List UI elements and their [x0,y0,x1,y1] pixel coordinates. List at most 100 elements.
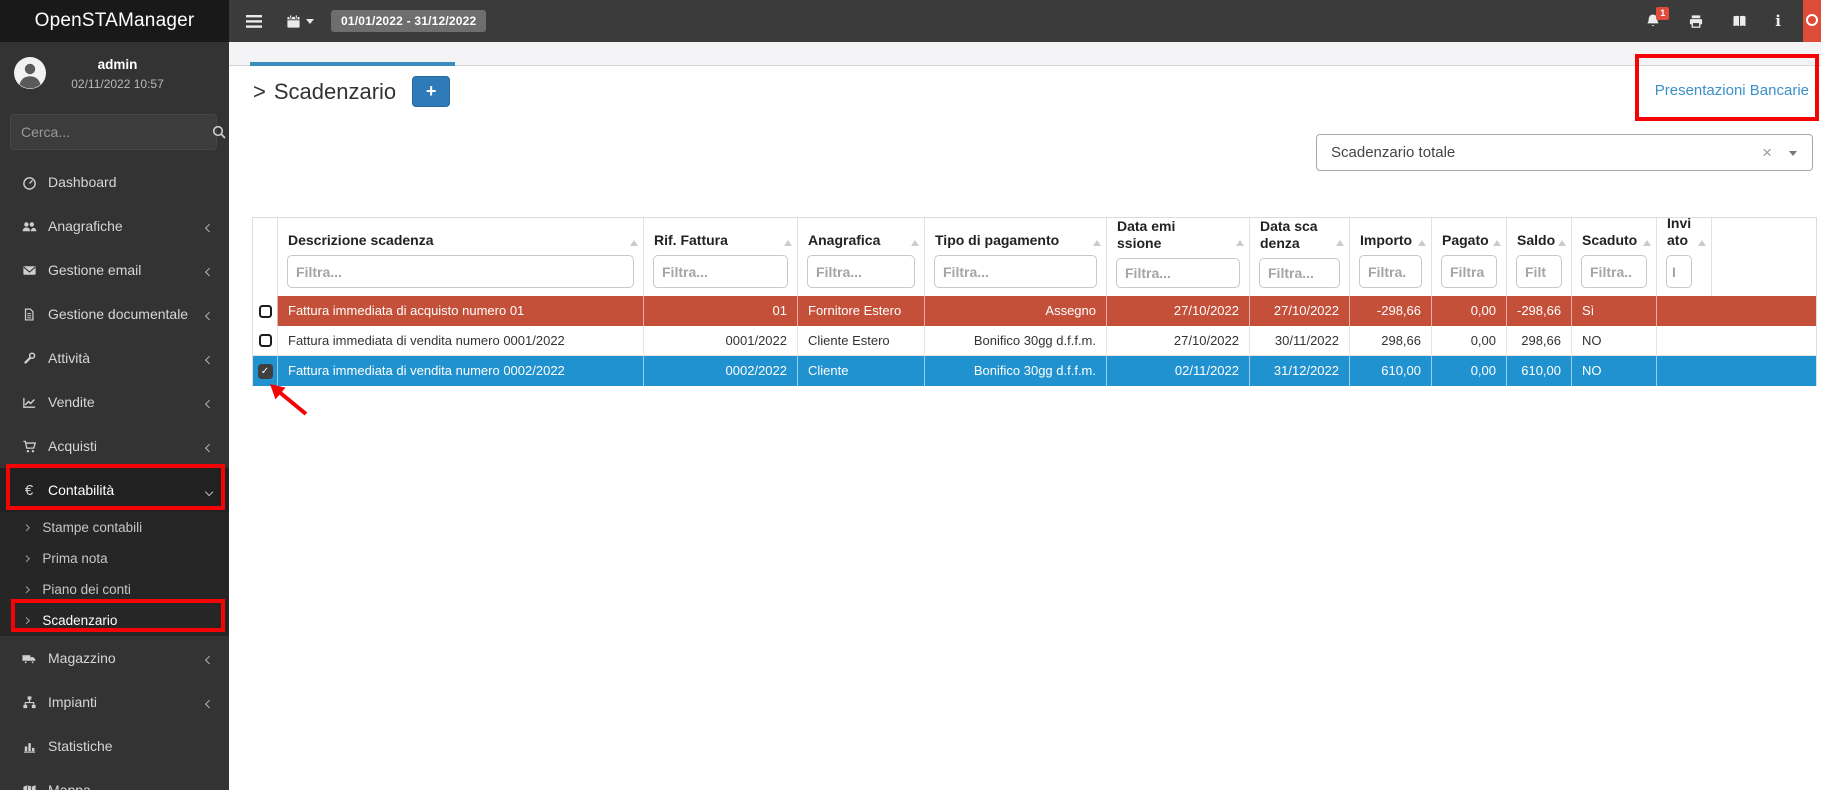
filter-input-anagrafica[interactable] [807,255,915,288]
sort-icon[interactable] [1336,240,1344,246]
sort-icon[interactable] [911,240,919,246]
column-header-descrizione[interactable]: Descrizione scadenza [277,218,643,296]
clear-icon[interactable]: × [1762,143,1772,162]
sidebar-item-gestione-documentale[interactable]: Gestione documentale [0,292,229,336]
cell-scaduto: NO [1571,326,1656,355]
content-card [229,66,1821,790]
sort-icon[interactable] [1643,240,1651,246]
cell-importo: -298,66 [1349,296,1431,326]
cell-anagrafica: Fornitore Estero [797,296,924,326]
sidebar-item-label: Contabilità [48,482,115,498]
sidebar-subitem-piano-dei-conti[interactable]: Piano dei conti [0,574,229,605]
sidebar-subitem-stampe-contabili[interactable]: Stampe contabili [0,512,229,543]
column-header-tipo-pagamento[interactable]: Tipo di pagamento [924,218,1106,296]
cell-inviato [1656,296,1711,326]
sidebar: OpenSTAManager admin 02/11/2022 10:57 [0,0,229,790]
sidebar-item-attivita[interactable]: Attività [0,336,229,380]
sidebar-item-statistiche[interactable]: Statistiche [0,724,229,768]
filter-input-tipo-pagamento[interactable] [934,255,1097,288]
sort-icon[interactable] [784,240,792,246]
sort-icon[interactable] [1093,240,1101,246]
cell-tipo-pagamento: Bonifico 30gg d.f.f.m. [924,356,1106,386]
date-range-badge[interactable]: 01/01/2022 - 31/12/2022 [331,10,487,32]
filter-input-inviato[interactable] [1666,255,1692,288]
search-icon[interactable] [212,125,226,139]
sort-icon[interactable] [1493,240,1501,246]
column-header-inviato[interactable]: Inviato [1656,215,1711,296]
cell-saldo: -298,66 [1506,296,1571,326]
filter-input-descrizione[interactable] [287,255,634,288]
sort-icon[interactable] [1558,240,1566,246]
logout-button[interactable] [1803,0,1821,42]
row-checkbox[interactable] [258,304,272,318]
filter-input-pagato[interactable] [1441,255,1497,288]
cell-data-emissione: 27/10/2022 [1106,326,1249,355]
filter-input-data-emissione[interactable] [1116,258,1240,288]
view-select[interactable]: Scadenzario totale × [1316,134,1813,171]
filter-input-data-scadenza[interactable] [1259,258,1340,288]
notifications-button[interactable]: 1 [1645,6,1670,30]
docs-button[interactable] [1731,14,1748,29]
chevron-right-icon [22,616,31,625]
column-header-data-emissione[interactable]: Data emissione [1106,218,1249,296]
column-header-data-scadenza[interactable]: Data scadenza [1249,218,1349,296]
sort-icon[interactable] [1236,240,1244,246]
users-icon [20,219,38,234]
cell-anagrafica: Cliente Estero [797,326,924,355]
column-header-scaduto[interactable]: Scaduto [1571,218,1656,296]
sidebar-search[interactable] [10,114,226,150]
table-row-3[interactable]: ✓ Fattura immediata di vendita numero 00… [253,356,1816,386]
column-header-importo[interactable]: Importo [1349,218,1431,296]
sidebar-subitem-scadenzario[interactable]: Scadenzario [0,605,229,636]
sort-icon[interactable] [1698,240,1706,246]
sidebar-item-acquisti[interactable]: Acquisti [0,424,229,468]
filter-input-rif-fattura[interactable] [653,255,788,288]
chevron-left-icon [204,223,214,233]
cell-pagato: 0,00 [1431,356,1506,386]
sidebar-item-vendite[interactable]: Vendite [0,380,229,424]
sort-icon[interactable] [1418,240,1426,246]
sidebar-item-mappa[interactable]: Mappa [0,768,229,790]
chevron-down-icon [204,487,214,497]
sidebar-item-gestione-email[interactable]: Gestione email [0,248,229,292]
chart-line-icon [20,395,38,410]
table-row-1[interactable]: Fattura immediata di acquisto numero 01 … [253,296,1816,326]
filter-input-scaduto[interactable] [1581,255,1647,288]
chevron-left-icon [204,699,214,709]
table-row-2[interactable]: Fattura immediata di vendita numero 0001… [253,326,1816,356]
sidebar-item-magazzino[interactable]: Magazzino [0,636,229,680]
hamburger-menu-icon[interactable] [246,14,262,28]
column-header-rif-fattura[interactable]: Rif. Fattura [643,218,797,296]
sidebar-item-impianti[interactable]: Impianti [0,680,229,724]
row-checkbox-checked[interactable]: ✓ [257,363,273,379]
sidebar-item-anagrafiche[interactable]: Anagrafiche [0,204,229,248]
column-header-pagato[interactable]: Pagato [1431,218,1506,296]
sidebar-subitem-prima-nota[interactable]: Prima nota [0,543,229,574]
print-button[interactable] [1688,14,1704,29]
cart-icon [20,439,38,454]
info-button[interactable]: i [1775,12,1781,30]
row-checkbox[interactable] [258,334,272,347]
calendar-dropdown[interactable] [286,14,314,29]
chevron-left-icon [204,355,214,365]
presentazioni-bancarie-link[interactable]: Presentazioni Bancarie [1654,82,1809,99]
cell-descrizione: Fattura immediata di vendita numero 0001… [277,326,643,355]
page-header: > Scadenzario + [253,76,451,107]
sidebar-item-contabilita[interactable]: € Contabilità [0,468,229,512]
column-header-checkbox [253,218,277,296]
chevron-right-icon [22,585,31,594]
cell-tipo-pagamento: Bonifico 30gg d.f.f.m. [924,326,1106,355]
add-button[interactable]: + [412,76,451,107]
cell-rif-fattura: 0001/2022 [643,326,797,355]
column-header-anagrafica[interactable]: Anagrafica [797,218,924,296]
info-icon: i [1775,12,1781,30]
chevron-left-icon [204,311,214,321]
filter-input-importo[interactable] [1359,255,1422,288]
search-input[interactable] [11,124,212,140]
sidebar-item-dashboard[interactable]: Dashboard [0,160,229,204]
book-icon [1733,15,1746,27]
column-header-saldo[interactable]: Saldo [1506,218,1571,296]
topbar: 01/01/2022 - 31/12/2022 1 i [229,0,1821,42]
sort-icon[interactable] [630,240,638,246]
filter-input-saldo[interactable] [1516,255,1562,288]
